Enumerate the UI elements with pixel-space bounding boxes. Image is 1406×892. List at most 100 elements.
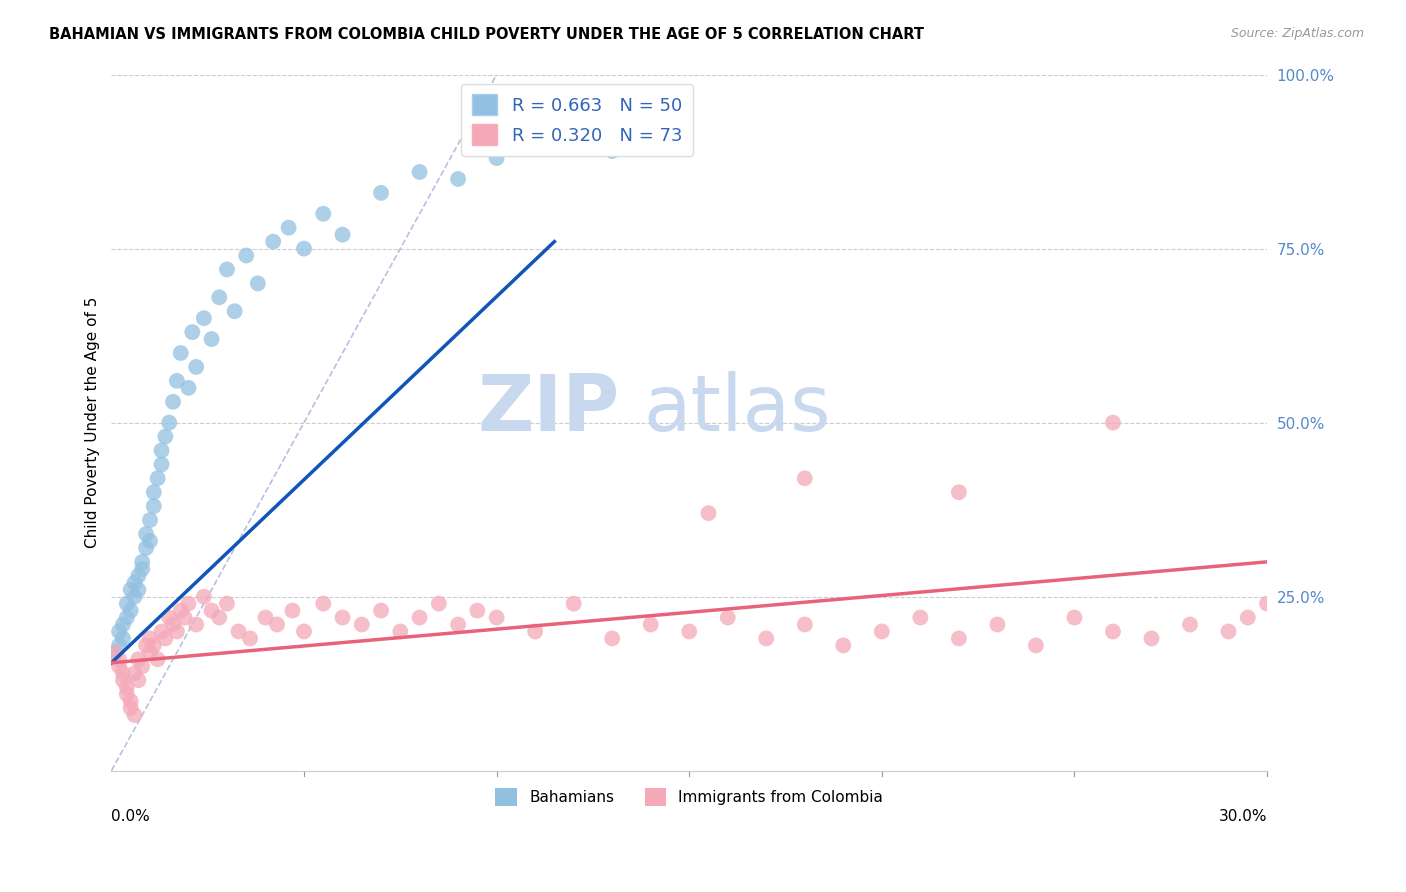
Point: [1178, 617, 1201, 632]
Point: [186, 359, 208, 374]
Point: [142, 485, 165, 500]
Point: [135, 541, 157, 555]
Point: [177, 597, 200, 611]
Point: [115, 680, 138, 694]
Point: [697, 506, 720, 520]
Point: [224, 304, 246, 318]
Point: [793, 471, 815, 485]
Point: [543, 130, 565, 145]
Point: [262, 235, 284, 249]
Point: [108, 624, 131, 639]
Point: [870, 624, 893, 639]
Point: [389, 624, 412, 639]
Point: [254, 610, 277, 624]
Text: atlas: atlas: [643, 371, 831, 447]
Point: [200, 604, 222, 618]
Point: [235, 248, 257, 262]
Point: [193, 311, 215, 326]
Point: [181, 325, 204, 339]
Point: [332, 610, 354, 624]
Point: [120, 701, 142, 715]
Point: [155, 632, 177, 646]
Point: [142, 499, 165, 513]
Point: [193, 590, 215, 604]
Point: [266, 617, 288, 632]
Point: [948, 632, 970, 646]
Point: [447, 617, 470, 632]
Point: [108, 639, 131, 653]
Point: [281, 604, 304, 618]
Point: [948, 485, 970, 500]
Text: ZIP: ZIP: [478, 371, 620, 447]
Point: [155, 429, 177, 443]
Point: [292, 242, 315, 256]
Point: [108, 659, 131, 673]
Point: [157, 416, 180, 430]
Point: [146, 652, 169, 666]
Point: [120, 604, 142, 618]
Point: [1236, 610, 1258, 624]
Text: 0.0%: 0.0%: [111, 809, 150, 824]
Point: [111, 617, 134, 632]
Point: [104, 645, 127, 659]
Point: [910, 610, 932, 624]
Point: [124, 708, 146, 723]
Point: [162, 394, 184, 409]
Point: [1025, 639, 1047, 653]
Point: [208, 290, 231, 304]
Point: [170, 604, 193, 618]
Point: [793, 617, 815, 632]
Point: [150, 443, 173, 458]
Point: [127, 582, 149, 597]
Point: [986, 617, 1008, 632]
Point: [640, 617, 662, 632]
Point: [127, 568, 149, 582]
Point: [146, 471, 169, 485]
Point: [124, 575, 146, 590]
Point: [139, 513, 162, 527]
Point: [755, 632, 778, 646]
Point: [127, 652, 149, 666]
Point: [135, 527, 157, 541]
Point: [124, 590, 146, 604]
Point: [139, 645, 162, 659]
Point: [370, 186, 392, 200]
Point: [135, 639, 157, 653]
Point: [370, 604, 392, 618]
Point: [177, 381, 200, 395]
Point: [111, 666, 134, 681]
Point: [131, 555, 153, 569]
Point: [447, 172, 470, 186]
Point: [157, 610, 180, 624]
Point: [115, 687, 138, 701]
Point: [115, 610, 138, 624]
Point: [104, 645, 127, 659]
Point: [208, 610, 231, 624]
Point: [600, 144, 623, 158]
Point: [562, 597, 585, 611]
Point: [408, 165, 430, 179]
Point: [485, 610, 508, 624]
Point: [1275, 624, 1298, 639]
Point: [200, 332, 222, 346]
Point: [1218, 624, 1240, 639]
Point: [166, 374, 188, 388]
Point: [1063, 610, 1085, 624]
Point: [600, 632, 623, 646]
Point: [173, 610, 195, 624]
Point: [120, 582, 142, 597]
Point: [1295, 610, 1317, 624]
Text: BAHAMIAN VS IMMIGRANTS FROM COLOMBIA CHILD POVERTY UNDER THE AGE OF 5 CORRELATIO: BAHAMIAN VS IMMIGRANTS FROM COLOMBIA CHI…: [49, 27, 924, 42]
Point: [1333, 597, 1355, 611]
Point: [131, 659, 153, 673]
Point: [215, 262, 238, 277]
Point: [239, 632, 262, 646]
Point: [111, 673, 134, 688]
Point: [228, 624, 250, 639]
Point: [111, 632, 134, 646]
Text: Source: ZipAtlas.com: Source: ZipAtlas.com: [1230, 27, 1364, 40]
Point: [108, 652, 131, 666]
Point: [150, 624, 173, 639]
Point: [215, 597, 238, 611]
Point: [124, 666, 146, 681]
